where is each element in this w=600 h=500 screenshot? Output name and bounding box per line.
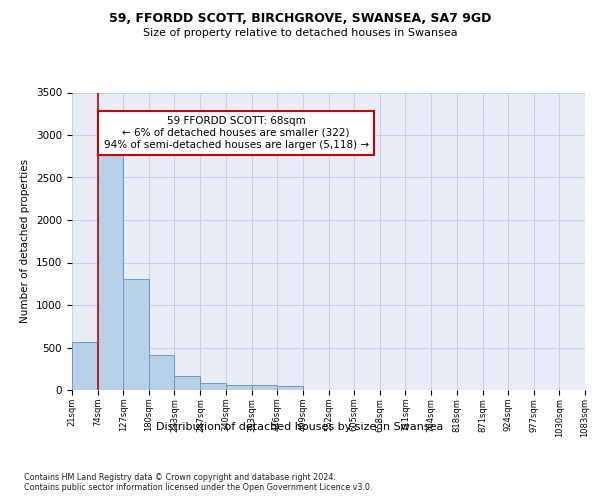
Text: Distribution of detached houses by size in Swansea: Distribution of detached houses by size …	[157, 422, 443, 432]
Bar	[123, 278, 149, 390]
Text: Contains public sector information licensed under the Open Government Licence v3: Contains public sector information licen…	[24, 484, 373, 492]
Bar	[200, 383, 226, 390]
Bar	[226, 386, 251, 390]
Bar	[149, 355, 175, 390]
Bar	[277, 386, 303, 390]
Bar	[175, 376, 200, 390]
Bar	[251, 386, 277, 390]
Y-axis label: Number of detached properties: Number of detached properties	[20, 159, 31, 324]
Text: Size of property relative to detached houses in Swansea: Size of property relative to detached ho…	[143, 28, 457, 38]
Text: 59 FFORDD SCOTT: 68sqm
← 6% of detached houses are smaller (322)
94% of semi-det: 59 FFORDD SCOTT: 68sqm ← 6% of detached …	[104, 116, 369, 150]
Text: Contains HM Land Registry data © Crown copyright and database right 2024.: Contains HM Land Registry data © Crown c…	[24, 472, 336, 482]
Bar	[72, 342, 98, 390]
Bar	[98, 142, 123, 390]
Text: 59, FFORDD SCOTT, BIRCHGROVE, SWANSEA, SA7 9GD: 59, FFORDD SCOTT, BIRCHGROVE, SWANSEA, S…	[109, 12, 491, 26]
